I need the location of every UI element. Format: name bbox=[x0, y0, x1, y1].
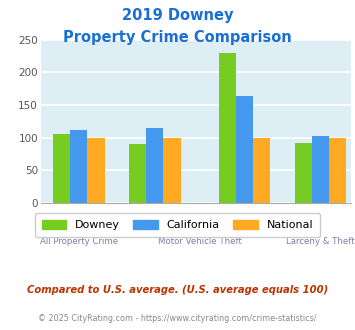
Legend: Downey, California, National: Downey, California, National bbox=[35, 213, 320, 237]
Text: Motor Vehicle Theft: Motor Vehicle Theft bbox=[158, 237, 241, 246]
Text: All Property Crime: All Property Crime bbox=[40, 237, 118, 246]
Bar bbox=[295, 144, 312, 203]
Bar bbox=[329, 138, 346, 203]
Bar bbox=[70, 130, 87, 203]
Bar bbox=[236, 96, 253, 203]
Text: © 2025 CityRating.com - https://www.cityrating.com/crime-statistics/: © 2025 CityRating.com - https://www.city… bbox=[38, 314, 317, 323]
Bar bbox=[146, 128, 163, 203]
Bar bbox=[87, 138, 105, 203]
Text: Larceny & Theft: Larceny & Theft bbox=[286, 237, 355, 246]
Text: Arson: Arson bbox=[269, 219, 296, 228]
Text: Property Crime Comparison: Property Crime Comparison bbox=[63, 30, 292, 45]
Bar bbox=[163, 138, 181, 203]
Bar bbox=[312, 136, 329, 203]
Bar bbox=[53, 134, 70, 203]
Bar bbox=[129, 144, 146, 203]
Text: 2019 Downey: 2019 Downey bbox=[122, 8, 233, 23]
Text: Compared to U.S. average. (U.S. average equals 100): Compared to U.S. average. (U.S. average … bbox=[27, 285, 328, 295]
Bar bbox=[253, 138, 271, 203]
Text: Burglary: Burglary bbox=[135, 219, 175, 228]
Bar bbox=[219, 53, 236, 203]
